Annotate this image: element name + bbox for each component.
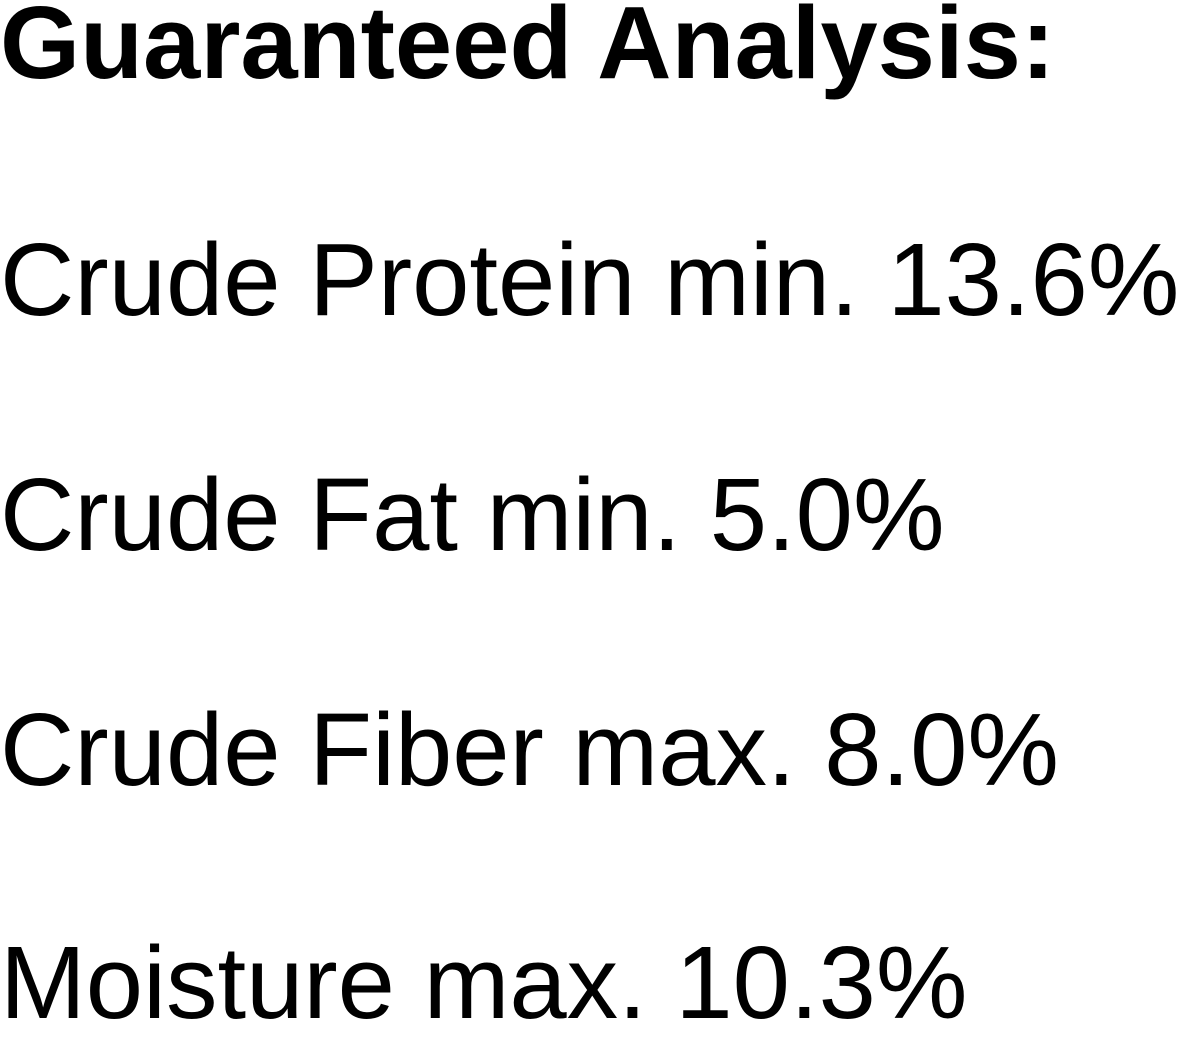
analysis-item-crude-fiber: Crude Fiber max. 8.0% (0, 692, 1060, 807)
analysis-item-moisture: Moisture max. 10.3% (0, 925, 968, 1040)
page-title: Guaranteed Analysis: (0, 0, 1056, 100)
analysis-item-crude-protein: Crude Protein min. 13.6% (0, 222, 1180, 337)
analysis-item-crude-fat: Crude Fat min. 5.0% (0, 457, 945, 572)
